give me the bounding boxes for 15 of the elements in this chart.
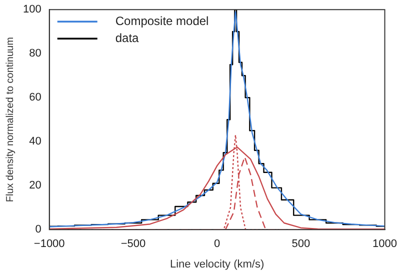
legend-label: data [115, 30, 140, 45]
y-tick-label: 20 [29, 180, 42, 192]
x-axis-title: Line velocity (km/s) [170, 258, 264, 270]
legend-label: Composite model [115, 14, 209, 28]
x-tick-label: −1000 [34, 238, 65, 250]
x-tick-label: 500 [292, 238, 310, 250]
x-tick-label: 1000 [372, 238, 398, 250]
y-tick-label: 40 [29, 136, 42, 148]
y-tick-label: 60 [29, 92, 42, 104]
y-tick-label: 80 [29, 48, 42, 60]
x-tick-label: 0 [214, 238, 220, 250]
x-tick-label: −500 [120, 238, 146, 250]
y-axis-title: Flux density normalized to continuum [4, 37, 16, 202]
y-tick-label: 100 [22, 4, 42, 16]
y-tick-label: 0 [35, 224, 42, 236]
